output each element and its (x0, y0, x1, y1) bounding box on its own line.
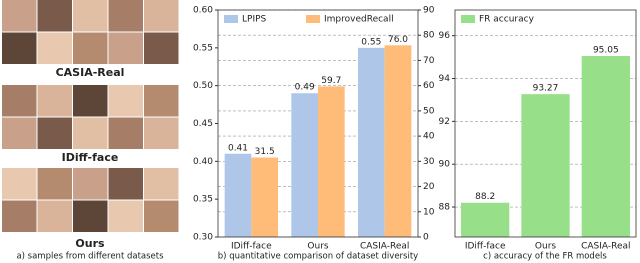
bar (581, 56, 630, 238)
face-photo (73, 117, 108, 149)
face-photo (73, 85, 108, 117)
bar (384, 45, 412, 237)
y2-tick-label: 10 (423, 207, 435, 217)
x-tick-label: CASIA-Real (360, 242, 409, 252)
face-photo (2, 168, 37, 200)
face-photo (37, 117, 72, 149)
legend-label: FR accuracy (479, 15, 535, 25)
y-tick-label: 0.55 (193, 43, 213, 53)
face-photo (144, 0, 179, 32)
x-tick-label: Ours (535, 242, 556, 252)
value-label: 93.27 (533, 84, 559, 94)
bar (318, 86, 345, 237)
y-tick-label: 88 (439, 203, 451, 213)
face-photo (144, 200, 179, 232)
face-photo (73, 32, 108, 64)
y2-tick-label: 30 (423, 157, 435, 167)
face-photo (144, 85, 179, 117)
face-photo (2, 85, 37, 117)
group-label: CASIA-Real (56, 66, 125, 79)
bar (224, 153, 252, 237)
y-tick-label: 0.35 (193, 195, 213, 205)
y-tick-label: 92 (439, 117, 450, 127)
face-photo (108, 200, 143, 232)
plot-frame (217, 9, 419, 238)
y2-tick-label: 20 (423, 182, 435, 192)
face-photo (37, 85, 72, 117)
y-tick-label: 0.60 (193, 6, 213, 16)
face-photo (108, 0, 143, 32)
x-tick-label: IDiff-face (231, 242, 272, 252)
x-tick-label: IDiff-face (465, 242, 506, 252)
y2-tick-label: 80 (423, 31, 435, 41)
panel-caption: a) samples from different datasets (16, 252, 164, 262)
y2-tick-label: 50 (423, 106, 435, 116)
y-tick-label: 94 (439, 74, 451, 84)
face-photo (37, 200, 72, 232)
value-label: 76.0 (388, 35, 408, 45)
x-tick-label: CASIA-Real (581, 242, 630, 252)
face-photo (73, 200, 108, 232)
bar (461, 202, 510, 237)
y2-tick-label: 60 (423, 81, 435, 91)
y-tick-label: 0.50 (193, 81, 213, 91)
x-tick-label: Ours (307, 242, 328, 252)
face-photo (37, 32, 72, 64)
value-label: 0.49 (295, 83, 315, 93)
face-photo (37, 168, 72, 200)
bar (291, 93, 318, 237)
face-photo (108, 32, 143, 64)
face-photo (73, 168, 108, 200)
plot-frame (454, 9, 637, 238)
y2-tick-label: 0 (423, 233, 429, 243)
y-tick-label: 90 (439, 160, 451, 170)
legend-swatch (224, 15, 238, 23)
bar (251, 157, 278, 237)
y-tick-label: 0.45 (193, 119, 213, 129)
y2-tick-label: 70 (423, 56, 435, 66)
face-photo (2, 0, 37, 32)
y2-tick-label: 90 (423, 6, 435, 16)
face-photo (2, 32, 37, 64)
face-photo (37, 0, 72, 32)
bar (358, 47, 385, 238)
bar (521, 94, 570, 238)
face-photo (73, 0, 108, 32)
face-photo (2, 117, 37, 149)
y2-tick-label: 40 (423, 132, 435, 142)
y-tick-label: 0.40 (193, 157, 213, 167)
face-photo (144, 117, 179, 149)
legend-swatch (461, 15, 475, 23)
face-photo (144, 168, 179, 200)
value-label: 0.41 (228, 143, 248, 153)
face-photo (108, 168, 143, 200)
value-label: 95.05 (593, 46, 619, 56)
face-photo (108, 85, 143, 117)
face-photo (2, 200, 37, 232)
value-label: 0.55 (361, 37, 381, 47)
legend-swatch (306, 15, 320, 23)
face-photo (108, 117, 143, 149)
y-tick-label: 96 (439, 31, 451, 41)
face-photo (144, 32, 179, 64)
value-label: 88.2 (475, 192, 495, 202)
legend-label: ImprovedRecall (324, 15, 394, 25)
group-label: Ours (75, 237, 105, 250)
y-tick-label: 0.30 (193, 233, 213, 243)
legend-label: LPIPS (242, 15, 267, 25)
panel-caption: b) quantitative comparison of dataset di… (218, 252, 418, 262)
group-label: IDiff-face (62, 151, 119, 164)
panel-caption: c) accuracy of the FR models (483, 252, 607, 262)
value-label: 59.7 (321, 76, 341, 86)
value-label: 31.5 (255, 147, 275, 157)
